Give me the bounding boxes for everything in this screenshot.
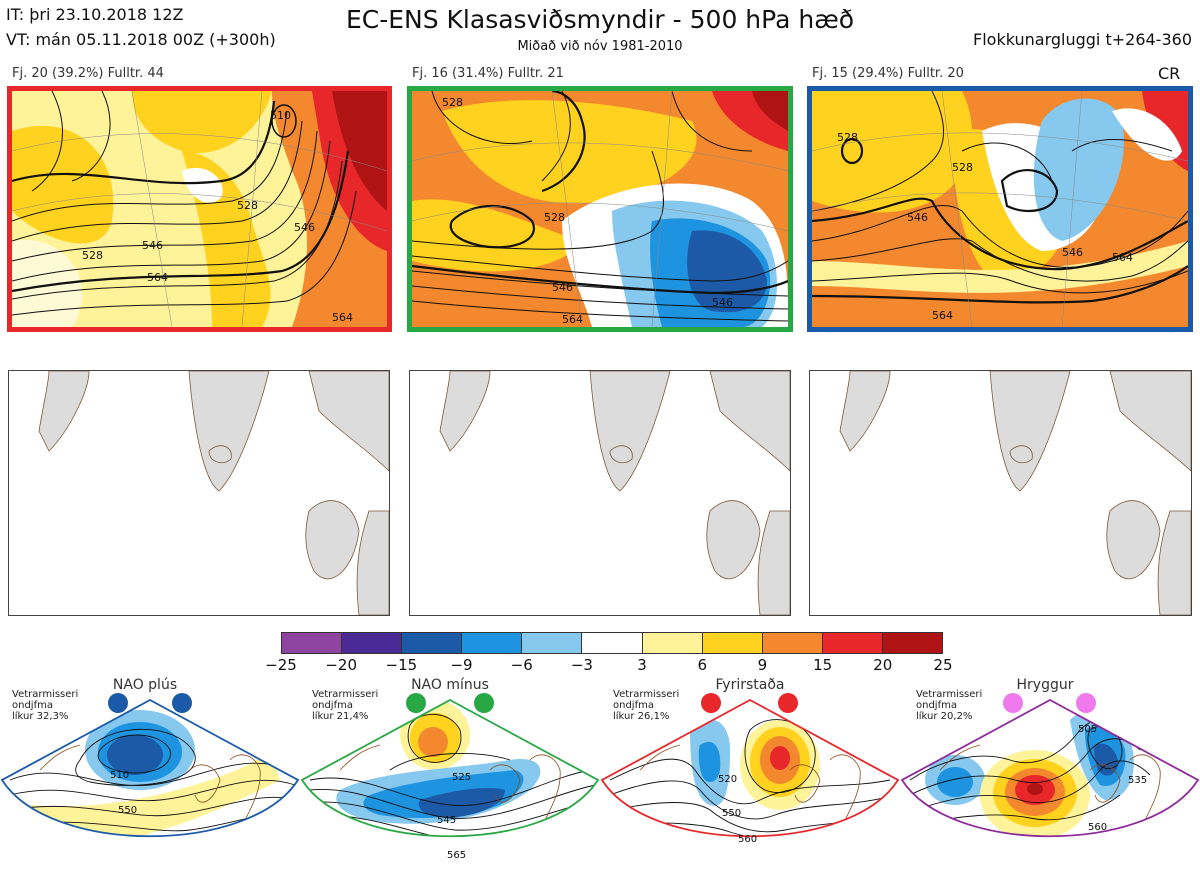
- classification-window: Flokkunargluggi t+264-360: [973, 30, 1192, 49]
- contour-label: 510: [270, 109, 291, 122]
- contour-label: 525: [452, 772, 471, 783]
- contour-label: 564: [1112, 251, 1133, 264]
- colorbar-tick-label: 20: [873, 656, 893, 674]
- colorbar-tick-label: 25: [933, 656, 953, 674]
- cluster-2-map: 528 528 546 546 564: [407, 86, 793, 332]
- colorbar-swatch: [282, 633, 343, 653]
- contour-label: 528: [442, 96, 463, 109]
- regime-4-title: Hryggur: [1016, 677, 1074, 693]
- contour-label: 564: [147, 271, 168, 284]
- colorbar-tick-label: −9: [450, 656, 473, 674]
- regime-4-marker-left: [1003, 693, 1023, 713]
- cluster-3-caption: Fj. 15 (29.4%) Fulltr. 20: [812, 66, 964, 81]
- colorbar-tick-label: −3: [570, 656, 593, 674]
- contour-label: 546: [712, 296, 733, 309]
- regime-3-map: 520 550 560: [600, 690, 900, 871]
- contour-label: 546: [552, 281, 573, 294]
- colorbar-tick-label: −20: [325, 656, 357, 674]
- contour-label: 545: [437, 815, 456, 826]
- contour-label: 528: [544, 211, 565, 224]
- regime-4-note: Vetrarmisseri ondjfma líkur 20,2%: [916, 689, 983, 722]
- contour-label: 560: [738, 834, 757, 845]
- colorbar-swatch: [702, 633, 763, 653]
- colorbar-swatch: [882, 633, 943, 653]
- colorbar-swatch: [582, 633, 643, 653]
- contour-label: 546: [142, 239, 163, 252]
- colorbar-swatch: [762, 633, 823, 653]
- contour-label: 528: [82, 249, 103, 262]
- regime-3-title: Fyrirstaða: [715, 677, 785, 693]
- contour-label: 560: [1088, 822, 1107, 833]
- init-time: IT: þri 23.10.2018 12Z: [6, 5, 184, 24]
- contour-label: 550: [722, 808, 741, 819]
- contour-label: 564: [932, 309, 953, 322]
- colorbar-tick-label: 15: [813, 656, 833, 674]
- empty-map-3: [809, 370, 1192, 616]
- colorbar: [281, 632, 943, 654]
- contour-label: 535: [1128, 775, 1147, 786]
- regime-2-title: NAO mínus: [411, 677, 489, 693]
- cluster-3-map: 528 528 546 546 564 564: [807, 86, 1193, 332]
- regime-2-marker-right: [474, 693, 494, 713]
- regime-4-marker-right: [1076, 693, 1096, 713]
- empty-map-1: [8, 370, 390, 616]
- regime-3-note: Vetrarmisseri ondjfma líkur 26,1%: [613, 689, 680, 722]
- cluster-1-caption: Fj. 20 (39.2%) Fulltr. 44: [12, 66, 164, 81]
- regime-2-map: 525 545 565: [300, 690, 600, 871]
- page-subtitle: Miðað við nóv 1981-2010: [517, 39, 683, 54]
- colorbar-swatch: [342, 633, 403, 653]
- regime-2-marker-left: [406, 693, 426, 713]
- cr-label: CR: [1158, 64, 1181, 83]
- regime-1-marker-right: [172, 693, 192, 713]
- contour-label: 564: [562, 313, 583, 326]
- colorbar-swatch: [402, 633, 463, 653]
- contour-label: 546: [1062, 246, 1083, 259]
- colorbar-tick-label: 3: [637, 656, 647, 674]
- contour-label: 505: [1078, 724, 1097, 735]
- colorbar-tick-label: 9: [757, 656, 768, 674]
- colorbar-swatch: [462, 633, 523, 653]
- regime-3-marker-right: [778, 693, 798, 713]
- colorbar-tick-label: −15: [385, 656, 418, 674]
- colorbar-swatch: [522, 633, 583, 653]
- colorbar-tick-label: 6: [697, 656, 708, 674]
- colorbar-tick-label: −6: [510, 656, 533, 674]
- regime-1-marker-left: [108, 693, 128, 713]
- regime-1-note: Vetrarmisseri ondjfma líkur 32,3%: [12, 689, 79, 722]
- contour-label: 520: [718, 774, 737, 785]
- contour-label: 546: [907, 211, 928, 224]
- contour-label: 564: [332, 311, 353, 324]
- contour-label: 528: [952, 161, 973, 174]
- contour-label: 528: [237, 199, 258, 212]
- cluster-1-map: 528 528 546 546 564 564 510: [7, 86, 392, 332]
- contour-label: 550: [118, 805, 137, 816]
- regime-1-title: NAO plús: [112, 677, 178, 693]
- colorbar-swatch: [822, 633, 883, 653]
- regime-2-note: Vetrarmisseri ondjfma líkur 21,4%: [312, 689, 379, 722]
- regime-4-map: 505 535 560: [900, 690, 1200, 871]
- contour-label: 528: [837, 131, 858, 144]
- regime-3-marker-left: [701, 693, 721, 713]
- valid-time: VT: mán 05.11.2018 00Z (+300h): [6, 30, 276, 49]
- contour-label: 510: [110, 770, 129, 781]
- cluster-2-caption: Fj. 16 (31.4%) Fulltr. 21: [412, 66, 564, 81]
- colorbar-tick-label: −25: [265, 656, 297, 674]
- page-title: EC-ENS Klasasviðsmyndir - 500 hPa hæð: [345, 5, 855, 34]
- empty-map-2: [409, 370, 791, 616]
- contour-label: 546: [294, 221, 315, 234]
- colorbar-swatch: [642, 633, 703, 653]
- contour-label: 565: [447, 850, 466, 861]
- regime-1-map: 510 550: [0, 690, 300, 871]
